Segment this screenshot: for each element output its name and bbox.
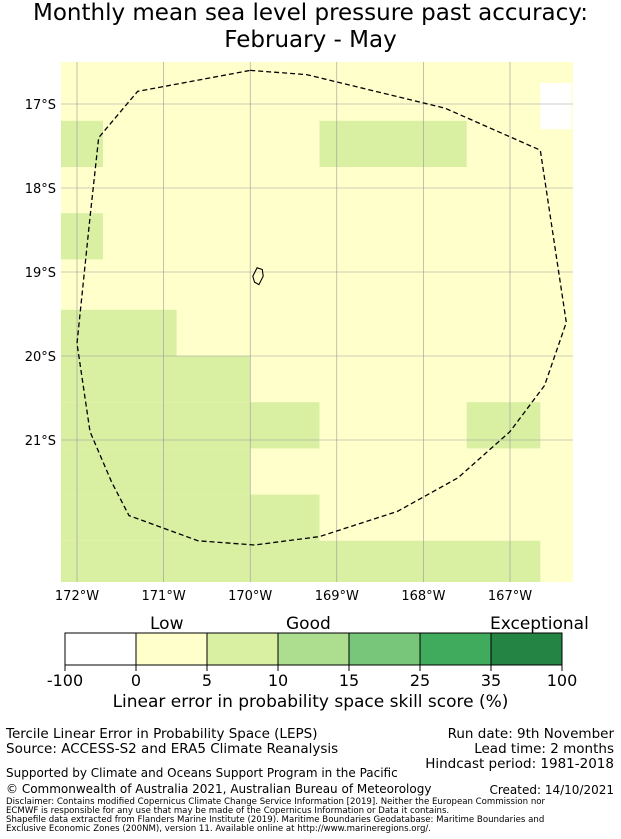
- good-skill-cell: [61, 356, 251, 403]
- latitude-label: 20°S: [25, 350, 56, 365]
- support-text: Supported by Climate and Oceans Support …: [6, 766, 398, 780]
- colorbar: -100 0 5 10 15 25 35 100: [47, 632, 577, 690]
- longitude-label: 167°W: [488, 589, 532, 604]
- eez-boundary: [76, 69, 567, 546]
- island-outline: [252, 267, 264, 286]
- colorbar-label-good: Good: [286, 614, 331, 634]
- disclaimer-line-2: ECMWF is responsible for any use that ma…: [6, 806, 450, 816]
- colorbar-segment: [420, 633, 491, 665]
- colorbar-tick-label: 5: [202, 671, 212, 690]
- colorbar-tick-label: 25: [410, 671, 430, 690]
- source-text: Source: ACCESS-S2 and ERA5 Climate Reana…: [6, 741, 339, 757]
- colorbar-segment: [349, 633, 420, 665]
- shapefile-line-1: Shapefile data extracted from Flanders M…: [6, 815, 545, 825]
- lead-time: Lead time: 2 months: [474, 741, 614, 757]
- good-skill-cell: [61, 494, 320, 541]
- longitude-label: 169°W: [315, 589, 359, 604]
- shapefile-line-2: Exclusive Economic Zones (200NM), versio…: [6, 824, 432, 834]
- title-line-2: February - May: [224, 27, 397, 53]
- colorbar-label-exceptional: Exceptional: [490, 614, 589, 634]
- title-line-1: Monthly mean sea level pressure past acc…: [33, 0, 588, 26]
- longitude-label: 172°W: [55, 589, 99, 604]
- colorbar-segment: [207, 633, 278, 665]
- copyright-text: © Commonwealth of Australia 2021, Austra…: [6, 782, 432, 796]
- created-date: Created: 14/10/2021: [489, 783, 614, 797]
- map-gridlines: [61, 62, 573, 582]
- map-title: Monthly mean sea level pressure past acc…: [0, 0, 621, 54]
- colorbar-ticks: -100 0 5 10 15 25 35 100: [47, 633, 577, 690]
- colorbar-segment: [136, 633, 207, 665]
- colorbar-tick-label: 15: [339, 671, 359, 690]
- good-skill-cell: [61, 540, 541, 582]
- disclaimer-line-1: Disclaimer: Contains modified Copernicus…: [6, 797, 546, 807]
- colorbar-title: Linear error in probability space skill …: [112, 692, 509, 712]
- no-skill-cell: [540, 83, 572, 130]
- latitude-label: 18°S: [25, 182, 56, 197]
- method-text: Tercile Linear Error in Probability Spac…: [6, 726, 318, 742]
- latitude-labels: 17°S 18°S 19°S 20°S 21°S: [25, 98, 56, 449]
- good-skill-cell: [319, 120, 467, 167]
- colorbar-tick-label: 100: [547, 671, 578, 690]
- good-skill-cell: [466, 402, 541, 449]
- good-skill-cell: [61, 402, 320, 449]
- colorbar-segment: [491, 633, 562, 665]
- colorbar-tick-label: -100: [47, 671, 83, 690]
- colorbar-segment: [65, 633, 136, 665]
- hindcast-period: Hindcast period: 1981-2018: [425, 756, 614, 772]
- latitude-label: 17°S: [25, 98, 56, 113]
- good-skill-cell: [61, 213, 103, 260]
- skill-map[interactable]: 17°S 18°S 19°S 20°S 21°S 172°W 171°W 170°W 169°…: [0, 0, 621, 620]
- good-skill-cell: [61, 448, 251, 495]
- longitude-label: 168°W: [401, 589, 445, 604]
- colorbar-label-low: Low: [150, 614, 184, 634]
- map-cells: [61, 62, 573, 582]
- longitude-labels: 172°W 171°W 170°W 169°W 168°W 167°W: [55, 589, 532, 604]
- longitude-label: 170°W: [228, 589, 272, 604]
- longitude-label: 171°W: [142, 589, 186, 604]
- latitude-label: 21°S: [25, 434, 56, 449]
- colorbar-tick-label: 10: [268, 671, 288, 690]
- latitude-label: 19°S: [25, 266, 56, 281]
- colorbar-segment: [278, 633, 349, 665]
- colorbar-tick-label: 0: [131, 671, 141, 690]
- colorbar-tick-label: 35: [481, 671, 501, 690]
- run-date: Run date: 9th November: [447, 726, 614, 742]
- colorbar-segments: [65, 633, 562, 665]
